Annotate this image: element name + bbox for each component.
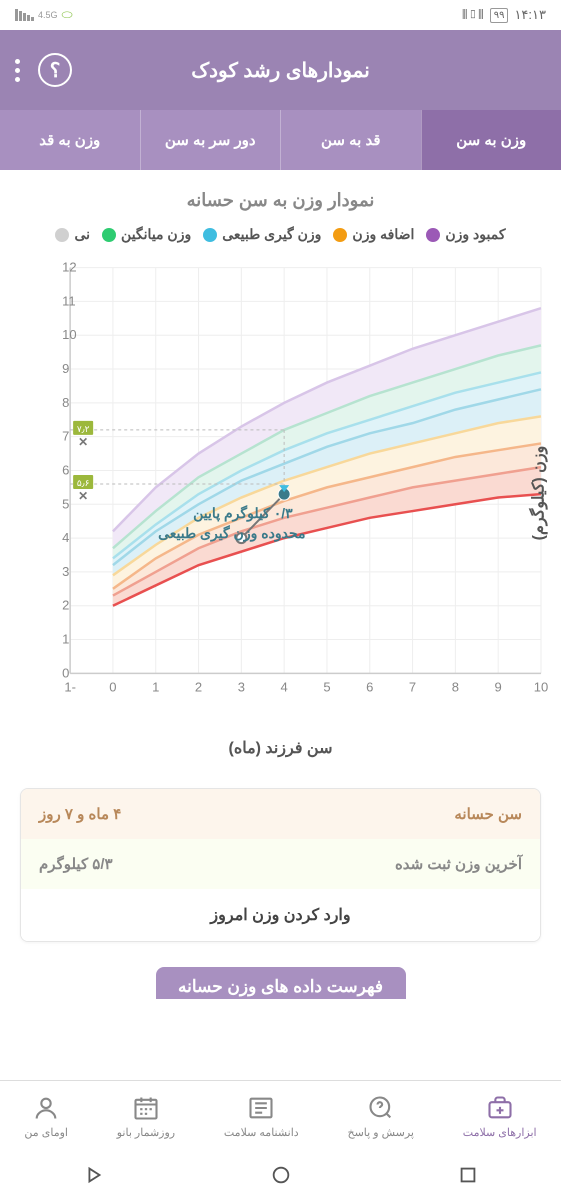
svg-text:5: 5 (323, 679, 330, 694)
svg-text:12: 12 (62, 260, 76, 275)
svg-text:8: 8 (62, 395, 69, 410)
chart-legend: نی وزن میانگین وزن گیری طبیعی اضافه وزن … (5, 226, 556, 243)
age-value: ۴ ماه و ۷ روز (39, 805, 121, 823)
svg-text:۵٫۶: ۵٫۶ (77, 478, 90, 488)
svg-text:2: 2 (62, 598, 69, 613)
svg-text:11: 11 (62, 293, 76, 308)
signal-icon (15, 9, 34, 21)
tab-head-age[interactable]: دور سر به سن (140, 110, 281, 170)
back-icon[interactable] (83, 1164, 105, 1186)
svg-text:9: 9 (495, 679, 502, 694)
nav-calendar[interactable]: روزشمار بانو (117, 1093, 175, 1139)
legend-item: نی (55, 226, 90, 243)
net-label: 4.5G (38, 10, 58, 20)
svg-text:6: 6 (62, 462, 69, 477)
svg-text:0: 0 (109, 679, 116, 694)
svg-text:9: 9 (62, 361, 69, 376)
info-card: سن حسانه ۴ ماه و ۷ روز آخرین وزن ثبت شده… (20, 788, 541, 942)
svg-text:1: 1 (62, 632, 69, 647)
status-time: ۱۴:۱۳ (514, 7, 546, 23)
svg-text:10: 10 (62, 327, 76, 342)
svg-text:5: 5 (62, 496, 69, 511)
legend-item: اضافه وزن (333, 226, 414, 243)
svg-text:2: 2 (195, 679, 202, 694)
svg-text:محدوده وزن گیری طبیعی: محدوده وزن گیری طبیعی (158, 525, 305, 542)
help-icon[interactable]: ؟ (38, 53, 72, 87)
recent-icon[interactable] (457, 1164, 479, 1186)
tab-weight-age[interactable]: وزن به سن (421, 110, 561, 170)
weight-value: ۵/۳ کیلوگرم (39, 855, 113, 873)
user-icon (31, 1093, 61, 1123)
question-icon (366, 1093, 396, 1123)
enter-weight-button[interactable]: وارد کردن وزن امروز (21, 889, 540, 941)
svg-text:3: 3 (62, 564, 69, 579)
chart-title: نمودار وزن به سن حسانه (5, 190, 556, 211)
age-row: سن حسانه ۴ ماه و ۷ روز (21, 789, 540, 839)
legend-item: وزن میانگین (102, 226, 191, 243)
svg-text:7: 7 (409, 679, 416, 694)
growth-chart: -10123456789100123456789101112۷٫۲✕۵٫۶✕۰/… (10, 253, 551, 713)
svg-text:4: 4 (62, 530, 69, 545)
svg-text:6: 6 (366, 679, 373, 694)
legend-item: کمبود وزن (426, 226, 505, 243)
battery-percent: ۹۹ (490, 8, 509, 23)
legend-item: وزن گیری طبیعی (203, 226, 321, 243)
svg-text:0: 0 (62, 665, 69, 680)
bottom-nav: ابزارهای سلامت پرسش و پاسخ دانشنامه سلام… (0, 1080, 561, 1150)
svg-text:۷٫۲: ۷٫۲ (77, 424, 90, 434)
weight-row: آخرین وزن ثبت شده ۵/۳ کیلوگرم (21, 839, 540, 889)
svg-text:1: 1 (152, 679, 159, 694)
menu-icon[interactable] (15, 59, 20, 82)
status-bar: ۱۴:۱۳ ۹۹ ⦀▯⦀ ⬭ 4.5G (0, 0, 561, 30)
svg-text:۰/۳ کیلوگرم پایین: ۰/۳ کیلوگرم پایین (193, 505, 293, 522)
y-axis-label: وزن (کیلوگرم) (529, 446, 549, 541)
tab-height-age[interactable]: قد به سن (280, 110, 421, 170)
system-nav (0, 1150, 561, 1200)
medkit-icon (485, 1093, 515, 1123)
nav-encyclopedia[interactable]: دانشنامه سلامت (224, 1093, 299, 1139)
tab-weight-height[interactable]: وزن به قد (0, 110, 140, 170)
weight-list-button[interactable]: فهرست داده های وزن حسانه (156, 967, 406, 999)
nav-health-tools[interactable]: ابزارهای سلامت (463, 1093, 537, 1139)
leaf-icon: ⬭ (62, 7, 73, 23)
news-icon (246, 1093, 276, 1123)
svg-text:4: 4 (281, 679, 288, 694)
svg-text:✕: ✕ (78, 435, 88, 449)
age-label: سن حسانه (454, 805, 522, 823)
page-title: نمودارهای رشد کودک (191, 58, 370, 83)
nav-qa[interactable]: پرسش و پاسخ (347, 1093, 414, 1139)
tabs: وزن به سن قد به سن دور سر به سن وزن به ق… (0, 110, 561, 170)
svg-text:3: 3 (238, 679, 245, 694)
weight-label: آخرین وزن ثبت شده (395, 855, 522, 873)
svg-text:10: 10 (534, 679, 548, 694)
svg-text:8: 8 (452, 679, 459, 694)
vibrate-icon: ⦀▯⦀ (462, 7, 484, 23)
home-icon[interactable] (270, 1164, 292, 1186)
calendar-icon (131, 1093, 161, 1123)
svg-text:7: 7 (62, 429, 69, 444)
nav-profile[interactable]: اومای من (24, 1093, 68, 1139)
svg-text:-1: -1 (64, 679, 76, 694)
svg-text:✕: ✕ (78, 489, 88, 503)
x-axis-label: سن فرزند (ماه) (5, 738, 556, 758)
app-header: نمودارهای رشد کودک ؟ (0, 30, 561, 110)
